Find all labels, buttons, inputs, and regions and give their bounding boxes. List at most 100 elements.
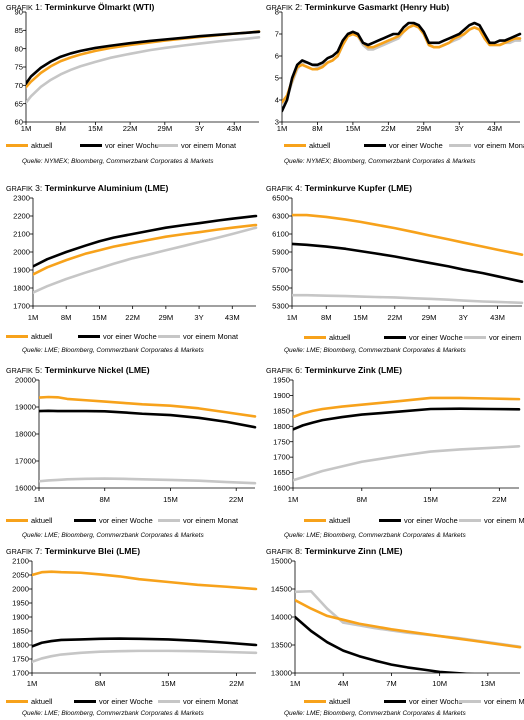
legend-swatch: [158, 519, 180, 522]
y-tick-label: 5: [275, 74, 279, 83]
y-tick-label: 75: [15, 63, 23, 72]
series-line-vor-einer-woche: [295, 615, 475, 673]
y-tick-label: 1750: [12, 655, 29, 664]
chart-title-number: 2:: [292, 2, 305, 12]
y-tick-label: 8: [275, 8, 279, 17]
legend: aktuell vor einer Woche vor einem Monat: [6, 516, 261, 526]
legend-item-aktuell: aktuell: [6, 141, 52, 150]
chart-title-text: Terminkurve Nickel (LME): [44, 365, 150, 375]
legend-swatch: [6, 700, 28, 703]
chart-title-prefix: Grafik: [6, 366, 33, 375]
legend-item-aktuell: aktuell: [6, 332, 52, 341]
series-line-vor-einer-woche: [33, 214, 258, 268]
legend-label: aktuell: [329, 516, 351, 525]
y-tick-label: 14000: [271, 613, 292, 622]
chart-panel-5: Grafik 5: Terminkurve Nickel (LME) 16000 1…: [4, 365, 264, 542]
x-tick-label: 1M: [34, 495, 45, 504]
x-tick-label: 3Y: [194, 313, 203, 322]
series-line-aktuell: [293, 396, 521, 419]
x-tick-label: 13M: [480, 679, 495, 688]
chart-source: Quelle: LME; Bloomberg, Commerzbank Corp…: [284, 347, 466, 354]
chart-title: Grafik 6: Terminkurve Zink (LME): [266, 365, 402, 375]
y-tick-label: 17000: [15, 457, 36, 466]
x-tick-label: 22M: [229, 495, 244, 504]
x-tick-label: 22M: [123, 124, 138, 133]
x-tick-label: 1M: [27, 679, 38, 688]
legend-swatch: [6, 335, 28, 338]
y-tick-label: 4: [275, 96, 279, 105]
legend-label: vor einer Woche: [389, 141, 443, 150]
legend-label: vor einem Monat: [183, 332, 239, 341]
chart-svg: 5300 5500 5700 5900 6100 6300 6500 1M 8M 15M 22M 29…: [272, 194, 524, 322]
chart-title: Grafik 3: Terminkurve Aluminium (LME): [6, 183, 168, 193]
legend-label: vor einer Woche: [105, 141, 159, 150]
series-line-vor-einer-woche: [32, 637, 258, 648]
series-line-vor-einem-monat: [33, 226, 258, 294]
legend-label: vor einem Monat: [181, 141, 237, 150]
y-tick-label: 1900: [13, 266, 30, 275]
y-tick-label: 2050: [12, 571, 29, 580]
legend-swatch: [379, 519, 401, 522]
y-tick-label: 15000: [271, 557, 292, 566]
series-line-vor-einer-woche: [39, 409, 257, 429]
legend-swatch: [304, 700, 326, 703]
chart-panel-6: Grafik 6: Terminkurve Zink (LME) 1600 1650…: [264, 365, 524, 542]
series-line-vor-einem-monat: [295, 589, 522, 648]
legend-item-vor-einer-woche: vor einer Woche: [384, 697, 463, 706]
x-tick-label: 3Y: [459, 313, 468, 322]
chart-svg: 3 4 5 6 7 8 1M 8M 15M 22M 29M 3Y 43M: [275, 8, 522, 133]
legend-label: vor einer Woche: [409, 333, 463, 342]
y-tick-label: 70: [15, 81, 23, 90]
legend-item-vor-einer-woche: vor einer Woche: [74, 697, 153, 706]
x-tick-label: 7M: [386, 679, 397, 688]
x-tick-label: 8M: [312, 124, 323, 133]
y-tick-label: 2100: [12, 557, 29, 566]
y-tick-label: 1900: [273, 391, 290, 400]
y-tick-label: 6100: [272, 230, 289, 239]
legend-item-vor-einer-woche: vor einer Woche: [384, 333, 463, 342]
y-tick-label: 1750: [273, 437, 290, 446]
chart-svg: 1600 1650 1700 1750 1800 1850 1900 1950 1M 8M 15M 2…: [273, 376, 521, 504]
x-tick-label: 15M: [353, 313, 368, 322]
chart-svg: 13000 13500 14000 14500 15000 1M 4M 7M 10M 13M: [271, 557, 522, 688]
chart-title-text: Terminkurve Gasmarkt (Henry Hub): [304, 2, 450, 12]
series-line-vor-einem-monat: [293, 445, 521, 482]
series-line-vor-einem-monat: [292, 293, 524, 305]
chart-title-text: Terminkurve Kupfer (LME): [304, 183, 412, 193]
x-tick-label: 29M: [422, 313, 437, 322]
chart-title-number: 4:: [292, 183, 305, 193]
legend: aktuell vor einer Woche vor einem Monat: [284, 697, 524, 707]
y-tick-label: 13500: [271, 641, 292, 650]
x-tick-label: 22M: [381, 124, 396, 133]
chart-title: Grafik 7: Terminkurve Blei (LME): [6, 546, 140, 556]
x-tick-label: 43M: [227, 124, 242, 133]
chart-panel-1: Grafik 1: Terminkurve Ölmarkt (WTI) 60 65 7…: [4, 2, 264, 168]
x-tick-label: 15M: [163, 495, 178, 504]
chart-source: Quelle: NYMEX; Bloomberg, Commerzbank Co…: [284, 158, 476, 165]
legend-item-aktuell: aktuell: [304, 516, 350, 525]
chart-title-text: Terminkurve Zinn (LME): [304, 546, 403, 556]
x-tick-label: 43M: [225, 313, 240, 322]
y-tick-label: 65: [15, 99, 23, 108]
series-line-aktuell: [292, 213, 524, 256]
chart-panel-4: Grafik 4: Terminkurve Kupfer (LME) 5300 55…: [264, 183, 524, 357]
y-tick-label: 14500: [271, 585, 292, 594]
series-line-aktuell: [282, 23, 522, 104]
x-tick-label: 22M: [492, 495, 507, 504]
y-tick-label: 1950: [273, 376, 290, 385]
legend-item-vor-einem-monat: vor einem Monat: [459, 697, 524, 706]
legend-swatch: [78, 335, 100, 338]
series-line-vor-einer-woche: [293, 407, 521, 431]
legend-item-aktuell: aktuell: [6, 697, 52, 706]
x-tick-label: 15M: [161, 679, 176, 688]
x-tick-label: 3Y: [455, 124, 464, 133]
y-tick-label: 1650: [273, 468, 290, 477]
x-tick-label: 1M: [288, 495, 299, 504]
legend-label: aktuell: [309, 141, 331, 150]
legend: aktuell vor einer Woche vor einem Monat: [284, 333, 524, 343]
legend-item-aktuell: aktuell: [6, 516, 52, 525]
chart-title-number: 3:: [32, 183, 45, 193]
chart-title-prefix: Grafik: [6, 3, 33, 12]
chart-source: Quelle: LME; Bloomberg, Commerzbank Corp…: [22, 710, 204, 717]
x-tick-label: 8M: [61, 313, 72, 322]
